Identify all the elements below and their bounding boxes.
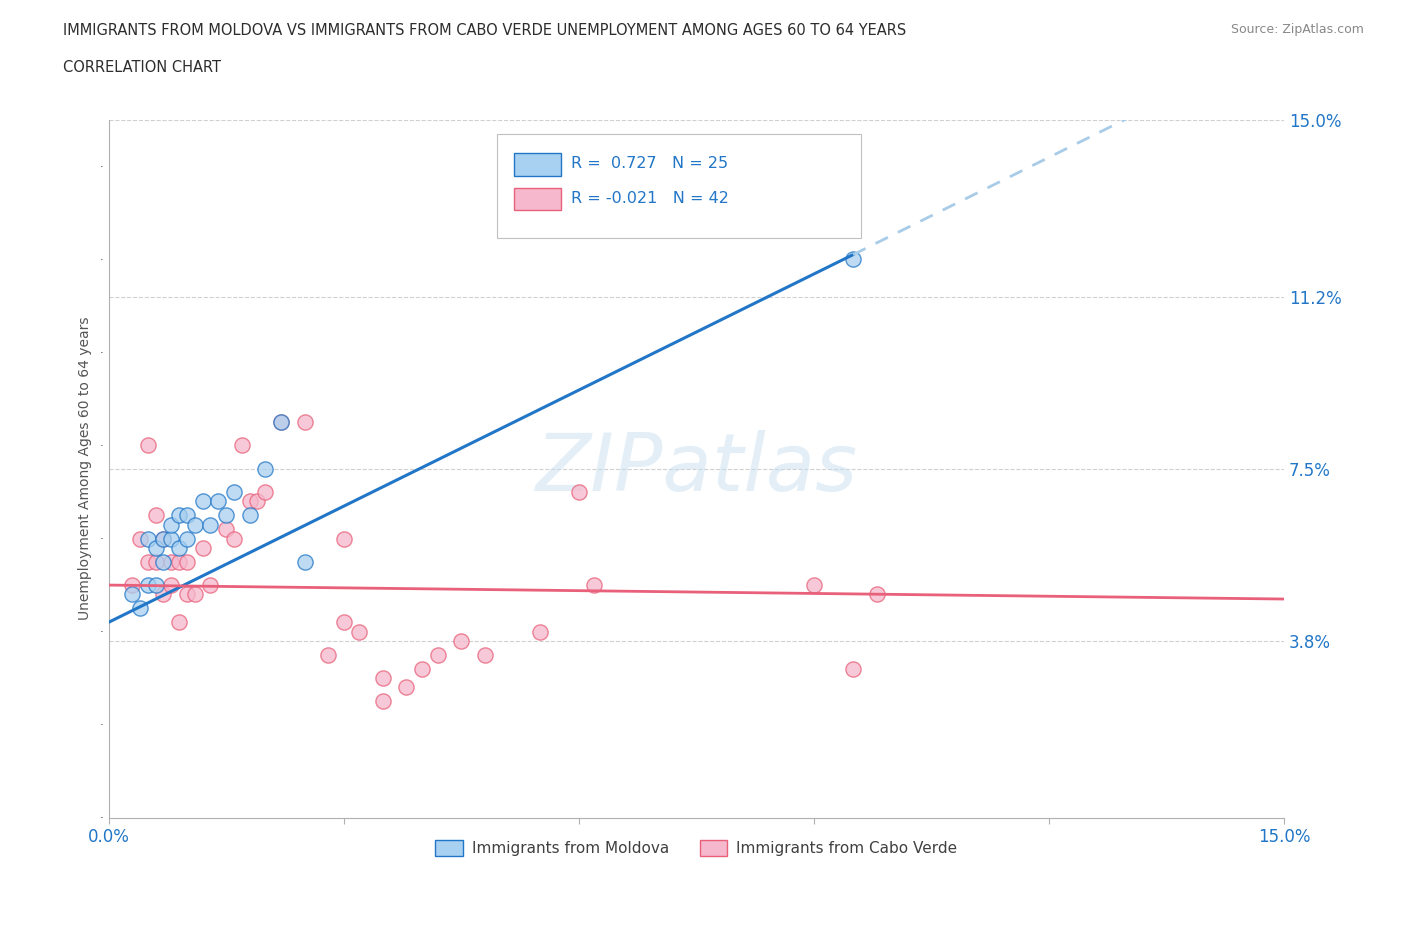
- Bar: [515, 188, 561, 210]
- Point: [215, 522, 238, 537]
- Point: [349, 624, 371, 639]
- Point: [450, 633, 472, 648]
- Point: [316, 647, 339, 662]
- Point: [866, 587, 889, 602]
- Point: [529, 624, 551, 639]
- Point: [222, 485, 245, 499]
- Text: Source: ZipAtlas.com: Source: ZipAtlas.com: [1230, 23, 1364, 36]
- Point: [145, 554, 167, 569]
- Point: [167, 508, 190, 523]
- Point: [200, 517, 222, 532]
- Point: [176, 587, 198, 602]
- Point: [160, 517, 183, 532]
- Point: [176, 531, 198, 546]
- Point: [207, 494, 229, 509]
- Point: [842, 252, 865, 267]
- Point: [239, 494, 262, 509]
- Point: [121, 578, 143, 592]
- Point: [136, 578, 159, 592]
- Text: CORRELATION CHART: CORRELATION CHART: [63, 60, 221, 75]
- Point: [145, 508, 167, 523]
- Point: [191, 540, 214, 555]
- Point: [254, 461, 277, 476]
- Point: [395, 680, 418, 695]
- Text: R =  0.727   N = 25: R = 0.727 N = 25: [571, 156, 728, 171]
- Point: [332, 531, 354, 546]
- Point: [160, 554, 183, 569]
- Point: [294, 554, 316, 569]
- Y-axis label: Unemployment Among Ages 60 to 64 years: Unemployment Among Ages 60 to 64 years: [79, 317, 93, 620]
- Point: [200, 578, 222, 592]
- Point: [167, 554, 190, 569]
- Point: [371, 694, 394, 709]
- Point: [332, 615, 354, 630]
- Bar: [515, 153, 561, 176]
- Point: [145, 540, 167, 555]
- Point: [411, 661, 433, 676]
- Text: IMMIGRANTS FROM MOLDOVA VS IMMIGRANTS FROM CABO VERDE UNEMPLOYMENT AMONG AGES 60: IMMIGRANTS FROM MOLDOVA VS IMMIGRANTS FR…: [63, 23, 907, 38]
- Legend: Immigrants from Moldova, Immigrants from Cabo Verde: Immigrants from Moldova, Immigrants from…: [429, 834, 963, 862]
- Point: [191, 494, 214, 509]
- Point: [136, 531, 159, 546]
- Point: [129, 601, 152, 616]
- Point: [231, 438, 253, 453]
- Point: [167, 540, 190, 555]
- Point: [246, 494, 269, 509]
- Point: [176, 508, 198, 523]
- Point: [145, 578, 167, 592]
- Point: [184, 587, 207, 602]
- Point: [270, 415, 292, 430]
- Point: [583, 578, 606, 592]
- Point: [176, 554, 198, 569]
- Point: [294, 415, 316, 430]
- Point: [254, 485, 277, 499]
- Point: [568, 485, 591, 499]
- Point: [152, 554, 174, 569]
- FancyBboxPatch shape: [496, 134, 860, 238]
- Point: [222, 531, 245, 546]
- Point: [167, 615, 190, 630]
- Point: [152, 587, 174, 602]
- Point: [215, 508, 238, 523]
- Point: [270, 415, 292, 430]
- Point: [474, 647, 496, 662]
- Point: [160, 578, 183, 592]
- Point: [371, 671, 394, 685]
- Text: R = -0.021   N = 42: R = -0.021 N = 42: [571, 191, 728, 206]
- Point: [152, 531, 174, 546]
- Point: [136, 554, 159, 569]
- Point: [129, 531, 152, 546]
- Point: [803, 578, 825, 592]
- Point: [184, 517, 207, 532]
- Point: [152, 531, 174, 546]
- Point: [842, 661, 865, 676]
- Point: [121, 587, 143, 602]
- Point: [239, 508, 262, 523]
- Point: [426, 647, 449, 662]
- Point: [160, 531, 183, 546]
- Text: ZIPatlas: ZIPatlas: [536, 430, 858, 508]
- Point: [136, 438, 159, 453]
